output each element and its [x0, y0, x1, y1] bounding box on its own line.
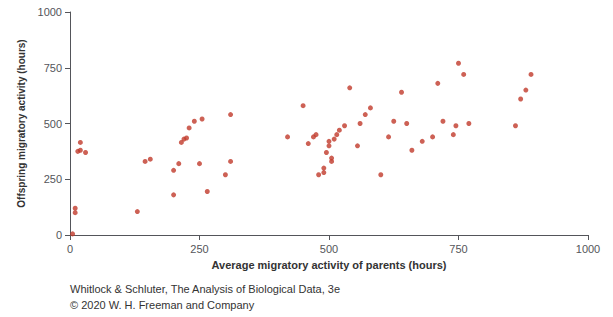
svg-text:1000: 1000 — [38, 6, 62, 18]
svg-text:750: 750 — [44, 62, 62, 74]
svg-text:Whitlock & Schluter, The Analy: Whitlock & Schluter, The Analysis of Bio… — [70, 283, 340, 295]
svg-text:750: 750 — [449, 243, 467, 255]
svg-text:0: 0 — [67, 243, 73, 255]
svg-text:250: 250 — [44, 173, 62, 185]
svg-text:© 2020 W. H. Freeman and Compa: © 2020 W. H. Freeman and Company — [70, 299, 255, 311]
svg-text:1000: 1000 — [576, 243, 600, 255]
svg-text:Offspring migratory activity (: Offspring migratory activity (hours) — [16, 39, 27, 207]
svg-text:0: 0 — [56, 229, 62, 241]
svg-text:250: 250 — [190, 243, 208, 255]
svg-text:500: 500 — [44, 118, 62, 130]
svg-text:Average migratory activity of: Average migratory activity of parents (h… — [212, 259, 447, 271]
svg-text:500: 500 — [320, 243, 338, 255]
